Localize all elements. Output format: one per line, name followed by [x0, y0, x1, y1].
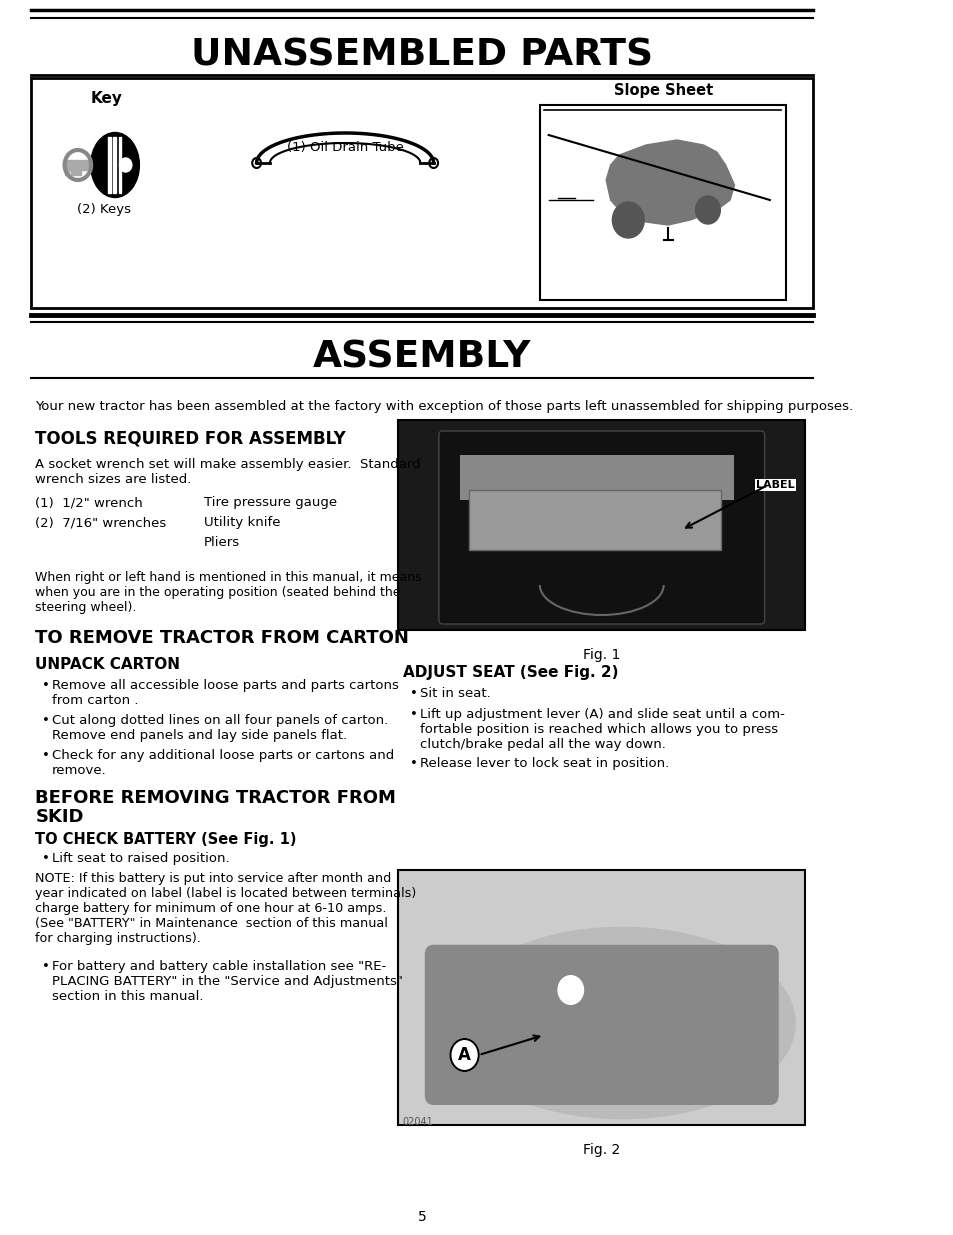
Text: For battery and battery cable installation see "RE-
PLACING BATTERY" in the "Ser: For battery and battery cable installati…: [52, 960, 403, 1003]
Text: Sit in seat.: Sit in seat.: [420, 687, 491, 700]
Bar: [65, 167, 69, 175]
Ellipse shape: [449, 927, 794, 1119]
Text: 5: 5: [417, 1210, 426, 1224]
Text: TO CHECK BATTERY (See Fig. 1): TO CHECK BATTERY (See Fig. 1): [35, 832, 296, 847]
Text: •: •: [42, 679, 50, 692]
Text: •: •: [42, 714, 50, 727]
Bar: [118, 137, 121, 193]
Text: Key: Key: [91, 90, 122, 105]
FancyBboxPatch shape: [438, 431, 763, 624]
Bar: [113, 137, 116, 193]
Circle shape: [695, 196, 720, 224]
Circle shape: [119, 158, 132, 172]
Bar: [397, 420, 804, 630]
Bar: [539, 105, 785, 300]
Polygon shape: [605, 140, 734, 225]
Bar: [76, 167, 80, 175]
Bar: [459, 454, 734, 500]
Bar: [71, 167, 75, 175]
Text: (2) Keys: (2) Keys: [77, 204, 132, 216]
Text: Check for any additional loose parts or cartons and
remove.: Check for any additional loose parts or …: [52, 748, 394, 777]
Text: Pliers: Pliers: [203, 536, 239, 550]
Text: Release lever to lock seat in position.: Release lever to lock seat in position.: [420, 757, 669, 769]
Bar: [397, 869, 804, 1125]
Text: 02041: 02041: [402, 1116, 433, 1128]
Text: •: •: [42, 852, 50, 864]
Text: Remove all accessible loose parts and parts cartons
from carton .: Remove all accessible loose parts and pa…: [52, 679, 398, 706]
Text: TO REMOVE TRACTOR FROM CARTON: TO REMOVE TRACTOR FROM CARTON: [35, 629, 409, 647]
Circle shape: [558, 976, 582, 1004]
Ellipse shape: [91, 132, 139, 198]
FancyBboxPatch shape: [424, 945, 778, 1105]
Text: SKID: SKID: [35, 808, 84, 826]
Text: •: •: [42, 960, 50, 973]
Bar: [67, 161, 91, 170]
Text: UNASSEMBLED PARTS: UNASSEMBLED PARTS: [191, 37, 653, 73]
Text: (2)  7/16" wrenches: (2) 7/16" wrenches: [35, 516, 167, 529]
Text: LABEL: LABEL: [755, 480, 794, 490]
Bar: [30, 78, 812, 308]
Text: A socket wrench set will make assembly easier.  Standard
wrench sizes are listed: A socket wrench set will make assembly e…: [35, 458, 420, 487]
Text: Your new tractor has been assembled at the factory with exception of those parts: Your new tractor has been assembled at t…: [35, 400, 853, 412]
Text: •: •: [42, 748, 50, 762]
Text: (1)  1/2" wrench: (1) 1/2" wrench: [35, 496, 143, 509]
Text: Slope Sheet: Slope Sheet: [614, 83, 713, 98]
Circle shape: [612, 203, 643, 238]
Text: (1) Oil Drain Tube: (1) Oil Drain Tube: [287, 142, 403, 154]
Text: Lift seat to raised position.: Lift seat to raised position.: [52, 852, 230, 864]
Text: Utility knife: Utility knife: [203, 516, 280, 529]
Text: TOOLS REQUIRED FOR ASSEMBLY: TOOLS REQUIRED FOR ASSEMBLY: [35, 430, 346, 448]
Text: A: A: [457, 1046, 471, 1065]
Text: Tire pressure gauge: Tire pressure gauge: [203, 496, 336, 509]
Text: When right or left hand is mentioned in this manual, it means
when you are in th: When right or left hand is mentioned in …: [35, 571, 421, 614]
Text: Fig. 2: Fig. 2: [582, 1144, 619, 1157]
Text: •: •: [409, 757, 417, 769]
Text: Cut along dotted lines on all four panels of carton.
Remove end panels and lay s: Cut along dotted lines on all four panel…: [52, 714, 388, 742]
Text: ADJUST SEAT (See Fig. 2): ADJUST SEAT (See Fig. 2): [402, 664, 618, 680]
Text: Lift up adjustment lever (A) and slide seat until a com-
fortable position is re: Lift up adjustment lever (A) and slide s…: [420, 708, 784, 751]
Text: UNPACK CARTON: UNPACK CARTON: [35, 657, 180, 672]
Text: •: •: [409, 687, 417, 700]
Text: •: •: [409, 708, 417, 721]
Circle shape: [450, 1039, 478, 1071]
Text: BEFORE REMOVING TRACTOR FROM: BEFORE REMOVING TRACTOR FROM: [35, 789, 395, 806]
Bar: [469, 490, 720, 550]
Text: NOTE: If this battery is put into service after month and
year indicated on labe: NOTE: If this battery is put into servic…: [35, 872, 416, 945]
Bar: [108, 137, 111, 193]
Text: Fig. 1: Fig. 1: [582, 648, 619, 662]
Text: ASSEMBLY: ASSEMBLY: [313, 340, 531, 375]
